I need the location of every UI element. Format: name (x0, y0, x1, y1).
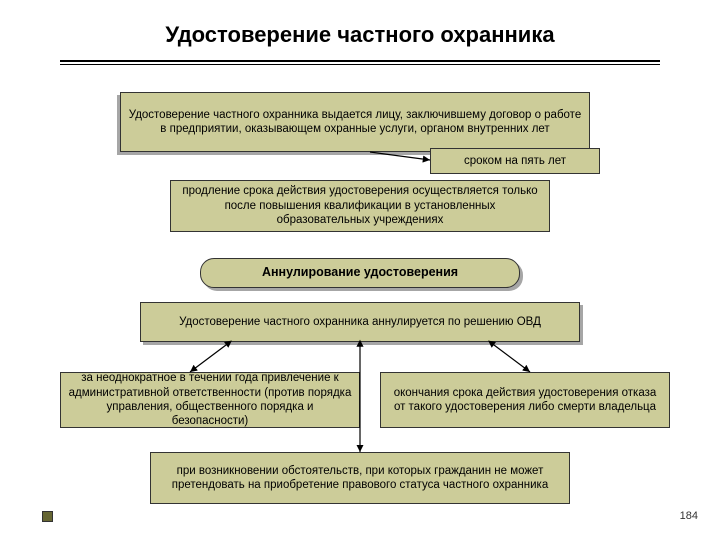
issuance-text: Удостоверение частного охранника выдаетс… (127, 108, 583, 137)
term-text: сроком на пять лет (464, 154, 566, 168)
annulment-main-box: Удостоверение частного охранника аннулир… (140, 302, 580, 342)
reason-left-text: за неоднократное в течении года привлече… (67, 371, 353, 429)
reason-right-text: окончания срока действия удостоверения о… (387, 386, 663, 415)
title-rule-2 (60, 64, 660, 65)
term-box: сроком на пять лет (430, 148, 600, 174)
title-rule-1 (60, 60, 660, 62)
issuance-box: Удостоверение частного охранника выдаетс… (120, 92, 590, 152)
reason-right-box: окончания срока действия удостоверения о… (380, 372, 670, 428)
extension-text: продление срока действия удостоверения о… (177, 184, 543, 227)
reason-bottom-text: при возникновении обстоятельств, при кот… (157, 464, 563, 493)
page-number: 184 (680, 510, 698, 522)
reason-left-box: за неоднократное в течении года привлече… (60, 372, 360, 428)
footer-bullet-icon (42, 511, 53, 522)
page-title: Удостоверение частного охранника (165, 22, 554, 47)
annulment-main-text: Удостоверение частного охранника аннулир… (179, 315, 541, 329)
page-title-wrap: Удостоверение частного охранника (120, 22, 600, 48)
reason-bottom-box: при возникновении обстоятельств, при кот… (150, 452, 570, 504)
extension-box: продление срока действия удостоверения о… (170, 180, 550, 232)
annulment-heading-text: Аннулирование удостоверения (262, 265, 458, 281)
annulment-heading: Аннулирование удостоверения (200, 258, 520, 288)
